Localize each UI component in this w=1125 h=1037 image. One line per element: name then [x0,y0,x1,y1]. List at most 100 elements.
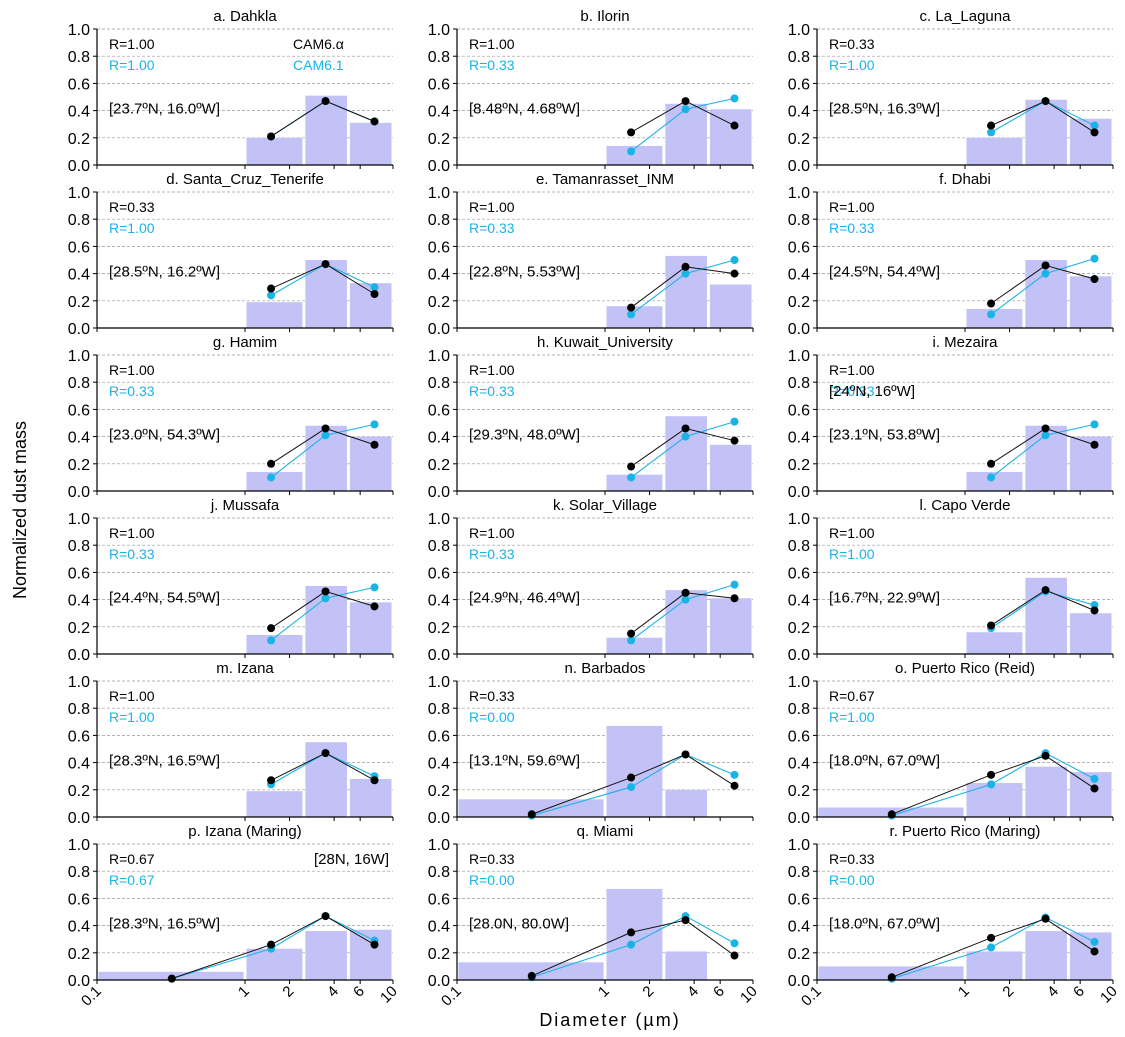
distribution-bar [966,951,1023,980]
site-coordinates-alt: [24ºN, 16ºW] [829,383,915,400]
y-tick-label: 1.0 [428,22,450,39]
x-tick-label: 4 [1044,983,1062,1001]
site-coordinates: [24.9ºN, 46.4ºW] [469,589,580,606]
r-value-cam61: R=0.33 [469,57,515,73]
observed-point [267,940,276,949]
panel-title: c. La_Laguna [920,8,1012,25]
distribution-bar [458,799,604,817]
distribution-bar [966,137,1023,165]
y-tick-label: 0.6 [68,239,90,256]
r-value-cam6a: R=1.00 [829,199,875,215]
r-value-cam61: R=1.00 [829,57,875,73]
distribution-bar [349,283,392,328]
x-tick-label: 4 [684,983,702,1001]
observed-point [627,773,636,782]
observed-point [730,781,739,790]
observed-point [681,588,690,597]
observed-point [987,621,996,630]
y-tick-label: 0.6 [68,402,90,419]
y-tick-label: 1.0 [428,348,450,365]
distribution-bar [606,306,663,328]
observed-point [321,424,330,433]
observed-point [527,971,536,980]
y-tick-label: 0.2 [68,457,90,474]
y-tick-label: 0.0 [428,484,450,501]
observed-point [267,624,276,633]
site-coordinates: [18.0ºN, 67.0ºW] [829,752,940,769]
cam61-point [267,636,276,645]
y-tick-label: 1.0 [788,837,810,854]
distribution-bar [818,966,964,980]
cam61-point [1041,431,1050,440]
r-value-cam6a: R=1.00 [469,36,515,52]
observed-line [531,753,735,815]
y-tick-label: 0.8 [68,864,90,881]
x-tick-label: 10 [1097,983,1121,1007]
panel-6: 0.0 0.2 0.4 0.6 0.8 1.0 g. Hamim R=1.00 R=0.33 [2… [68,334,394,501]
y-tick-label: 0.6 [788,239,810,256]
observed-point [1090,784,1099,793]
observed-point [1041,586,1050,595]
y-tick-label: 0.8 [428,864,450,881]
panel-title: i. Mezaira [932,334,998,351]
panel-title: k. Solar_Village [553,497,657,514]
r-value-cam61: R=0.33 [469,546,515,562]
y-tick-label: 1.0 [68,185,90,202]
y-tick-label: 0.8 [68,375,90,392]
site-coordinates: [13.1ºN, 59.6ºW] [469,752,580,769]
y-tick-label: 0.4 [788,104,810,121]
panel-0: 0.0 0.2 0.4 0.6 0.8 1.0 a. Dahkla R=1.00 R=1.00 [… [68,8,394,175]
cam61-point [681,269,690,278]
observed-point [1090,275,1099,284]
cam61-line [531,753,735,817]
r-value-cam6a: R=1.00 [829,362,875,378]
cam61-point [987,310,996,319]
panel-title: m. Izana [216,660,274,677]
y-tick-label: 0.0 [788,647,810,664]
cam61-point [987,473,996,482]
panel-title: a. Dahkla [213,8,277,25]
distribution-bar [709,444,752,491]
observed-point [1090,440,1099,449]
cam61-point [627,310,636,319]
cam61-point [730,256,739,264]
y-tick-label: 0.2 [788,620,810,637]
panel-title: o. Puerto Rico (Reid) [895,660,1035,677]
y-tick-label: 0.2 [68,783,90,800]
y-tick-label: 0.8 [788,375,810,392]
y-tick-label: 0.8 [788,701,810,718]
y-tick-label: 0.8 [68,49,90,66]
observed-point [987,459,996,468]
cam61-point [267,473,276,482]
observed-point [370,602,379,611]
y-tick-label: 1.0 [68,348,90,365]
y-tick-label: 0.0 [428,158,450,175]
y-tick-label: 0.4 [428,593,450,610]
observed-point [681,262,690,271]
x-tick-label: 2 [999,983,1017,1001]
r-value-cam6a: R=1.00 [109,688,155,704]
cam61-point [730,94,739,103]
r-value-cam61: R=0.00 [829,872,875,888]
observed-point [1090,606,1099,615]
r-value-cam61: R=1.00 [109,220,155,236]
y-tick-label: 0.0 [788,484,810,501]
cam61-point [321,594,330,603]
cam61-point [730,939,739,948]
panel-title: e. Tamanrasset_INM [536,171,674,188]
y-tick-label: 0.6 [428,565,450,582]
observed-point [267,132,276,141]
y-tick-label: 1.0 [428,674,450,691]
y-tick-label: 0.2 [788,783,810,800]
r-value-cam61: R=0.00 [469,709,515,725]
y-tick-label: 0.8 [428,49,450,66]
r-value-cam61: R=0.33 [469,220,515,236]
distribution-bar [246,791,303,817]
y-tick-label: 0.4 [788,919,810,936]
y-tick-label: 0.6 [68,728,90,745]
y-tick-label: 0.2 [428,783,450,800]
cam61-point [627,147,636,156]
panel-12: 0.0 0.2 0.4 0.6 0.8 1.0 m. Izana R=1.00 R=1.00 [2… [68,660,394,827]
y-tick-label: 0.6 [428,728,450,745]
observed-point [370,440,379,449]
